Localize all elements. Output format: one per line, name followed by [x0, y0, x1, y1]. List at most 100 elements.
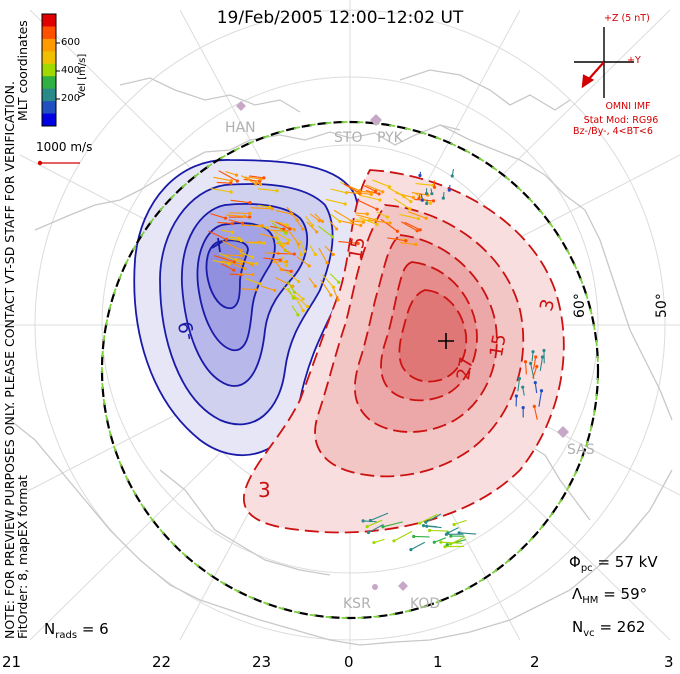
- vector-origin: [330, 235, 335, 239]
- vector-origin: [377, 192, 381, 196]
- mlt-label-2: 2: [530, 653, 540, 671]
- velocity-vector: [358, 190, 372, 193]
- velocity-vector: [274, 233, 284, 247]
- reference-vector-label: 1000 m/s: [36, 140, 93, 154]
- vector-origin: [523, 360, 528, 364]
- vector-origin: [296, 313, 300, 317]
- vector-origin: [254, 262, 259, 266]
- velocity-vector: [296, 296, 308, 307]
- vector-origin: [235, 179, 239, 183]
- vector-origin: [381, 190, 385, 194]
- vector-origin: [254, 288, 258, 292]
- vector-origin: [521, 385, 525, 389]
- vector-origin: [425, 524, 429, 528]
- velocity-vector: [314, 213, 323, 222]
- vector-origin: [282, 227, 286, 231]
- mlt-label-22: 22: [152, 653, 172, 671]
- velocity-vector: [517, 378, 521, 392]
- vector-origin: [287, 251, 291, 255]
- velocity-vector: [241, 175, 257, 185]
- lambda-subscript: HM: [582, 595, 599, 606]
- colorbar-tick-600: 600: [61, 37, 81, 48]
- velocity-vector: [225, 214, 245, 217]
- velocity-vector: [239, 251, 253, 258]
- positive-cell: [243, 169, 565, 534]
- velocity-vector: [244, 277, 261, 285]
- velocity-vector: [393, 198, 411, 210]
- vector-origin: [343, 202, 347, 206]
- vector-origin: [431, 199, 436, 203]
- colorbar-segment: [42, 76, 56, 90]
- velocity-vector: [291, 305, 299, 316]
- velocity-vector: [281, 255, 287, 266]
- velocity-vector: [286, 271, 299, 282]
- station-pyk: PYK: [377, 130, 403, 146]
- vector-origin: [411, 195, 416, 200]
- vector-origin: [296, 242, 301, 246]
- vector-origin: [243, 267, 247, 271]
- velocity-vector: [220, 260, 242, 265]
- vector-origin: [329, 293, 333, 297]
- velocity-vector: [270, 225, 284, 230]
- velocity-vector: [213, 255, 235, 263]
- vector-origin: [369, 192, 373, 196]
- vector-origin: [432, 185, 437, 189]
- vector-origin: [432, 540, 436, 544]
- velocity-vector: [263, 257, 281, 261]
- vector-origin: [374, 218, 378, 222]
- vector-origin: [285, 260, 289, 264]
- coastlines: [9, 69, 673, 646]
- velocity-colorbar: [42, 14, 56, 127]
- vector-origin: [388, 221, 392, 225]
- velocity-vector: [225, 170, 237, 176]
- velocity-vector: [369, 219, 391, 224]
- velocity-vector: [368, 523, 384, 534]
- velocity-vector: [305, 216, 313, 226]
- velocity-vector: [415, 183, 434, 186]
- vector-origin: [273, 288, 277, 292]
- vector-origin: [239, 239, 243, 243]
- colorbar-segment: [42, 14, 56, 27]
- vector-origin: [237, 236, 241, 240]
- vector-count: Nvc = 262: [572, 618, 645, 639]
- velocity-vector: [341, 220, 361, 226]
- station-ksr: KSR: [343, 596, 371, 612]
- mlt-label-1: 1: [433, 653, 443, 671]
- velocity-vector: [400, 242, 416, 246]
- velocity-vector: [330, 188, 347, 194]
- vector-origin: [248, 211, 252, 216]
- vector-origin: [443, 545, 447, 549]
- velocity-vector: [309, 245, 316, 255]
- vector-origin: [368, 518, 373, 523]
- mlt-label-23: 23: [252, 653, 272, 671]
- vector-origin: [408, 207, 412, 211]
- vector-origin: [417, 196, 421, 200]
- imf-by-label: +Y: [627, 55, 641, 66]
- velocity-vector: [387, 237, 407, 242]
- vector-origin: [260, 223, 264, 228]
- vector-origin: [409, 548, 413, 552]
- vector-origin: [278, 258, 282, 262]
- velocity-vector: [363, 185, 376, 192]
- velocity-vector: [349, 220, 364, 223]
- imf-vector-arrow: [581, 61, 605, 89]
- imf-bz-label: +Z (5 nT): [604, 13, 650, 24]
- velocity-vector: [429, 529, 449, 532]
- velocity-vector: [329, 220, 338, 230]
- vector-origin: [365, 212, 369, 216]
- velocity-vector: [293, 294, 304, 311]
- velocity-vector: [355, 212, 368, 215]
- velocity-vector: [249, 175, 264, 179]
- vector-origin: [258, 282, 262, 286]
- vector-origin: [291, 284, 295, 288]
- colorbar-tick-400: 400: [61, 65, 81, 76]
- vector-origin: [315, 230, 319, 234]
- velocity-vector: [370, 512, 389, 521]
- velocity-vector: [258, 204, 270, 208]
- velocity-vector: [380, 218, 398, 232]
- lambda-value: = 59°: [603, 585, 648, 603]
- velocity-vector: [224, 254, 242, 257]
- velocity-vector: [210, 213, 226, 219]
- vector-origin: [418, 173, 422, 178]
- contour-label-15-upper: 15: [345, 235, 370, 262]
